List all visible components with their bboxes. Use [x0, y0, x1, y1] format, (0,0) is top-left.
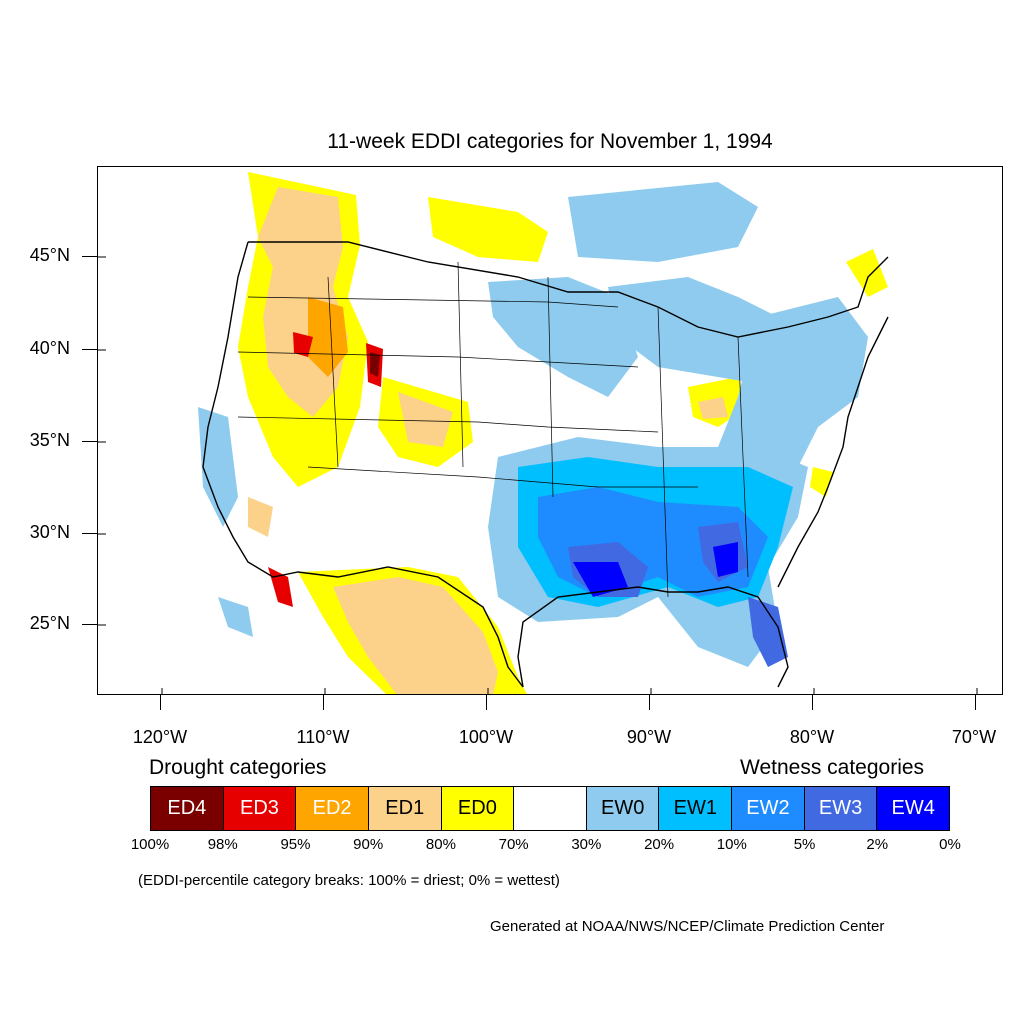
- legend-swatch-ed3: ED3: [223, 787, 297, 830]
- lat-tick: [82, 624, 97, 625]
- legend-swatch-neutral: [514, 787, 587, 830]
- lon-label: 120°W: [132, 727, 188, 747]
- legend-break-label: 2%: [866, 836, 889, 853]
- lon-tick: [649, 695, 650, 710]
- lon-tick: [486, 695, 487, 710]
- credit-line: Generated at NOAA/NWS/NCEP/Climate Predi…: [490, 918, 885, 935]
- wetness-heading: Wetness categories: [740, 756, 925, 779]
- legend-swatch-ew4: EW4: [877, 787, 950, 830]
- wetness-areas: [198, 182, 868, 667]
- lon-label: 110°W: [296, 727, 350, 747]
- legend-swatch-ew3: EW3: [804, 787, 878, 830]
- lat-label: 25°N: [29, 613, 70, 633]
- lon-tick: [975, 695, 976, 710]
- eddi-map: [97, 166, 1003, 695]
- lat-tick: [82, 533, 97, 534]
- drought-heading: Drought categories: [149, 756, 327, 779]
- lon-tick: [812, 695, 813, 710]
- legend-break-label: 90%: [353, 836, 384, 853]
- lat-tick: [82, 349, 97, 350]
- legend-swatch-ed1: ED1: [368, 787, 442, 830]
- legend-break-label: 30%: [571, 836, 602, 853]
- lon-label: 80°W: [789, 727, 835, 747]
- lat-label: 45°N: [29, 245, 70, 265]
- category-note: (EDDI-percentile category breaks: 100% =…: [138, 872, 560, 889]
- state-lines: [237, 261, 749, 598]
- legend-break-label: 100%: [130, 836, 170, 853]
- category-legend: ED4 ED3 ED2 ED1 ED0 EW0 EW1 EW2 EW3 EW4: [150, 786, 950, 831]
- lon-tick: [160, 695, 161, 710]
- lon-label: 70°W: [951, 727, 997, 747]
- legend-swatch-ew2: EW2: [732, 787, 805, 830]
- legend-swatch-ew0: EW0: [586, 787, 660, 830]
- lat-label: 40°N: [29, 338, 70, 358]
- lon-label: 100°W: [458, 727, 514, 747]
- legend-swatch-ed4: ED4: [151, 787, 224, 830]
- map-title: 11-week EDDI categories for November 1, …: [327, 130, 773, 153]
- lat-label: 30°N: [29, 522, 70, 542]
- lon-tick: [323, 695, 324, 710]
- legend-break-label: 98%: [207, 836, 238, 853]
- map-canvas: [98, 172, 978, 694]
- legend-break-label: 10%: [716, 836, 747, 853]
- lat-tick: [82, 441, 97, 442]
- legend-break-label: 80%: [425, 836, 456, 853]
- legend-break-label: 5%: [793, 836, 816, 853]
- legend-break-label: 70%: [498, 836, 529, 853]
- legend-break-label: 20%: [644, 836, 675, 853]
- legend-swatch-ed0: ED0: [441, 787, 515, 830]
- drought-areas: [238, 172, 888, 694]
- legend-swatch-ew1: EW1: [659, 787, 733, 830]
- lat-tick: [82, 256, 97, 257]
- legend-break-label: 95%: [280, 836, 311, 853]
- lon-label: 90°W: [626, 727, 672, 747]
- legend-swatch-ed2: ED2: [296, 787, 369, 830]
- legend-break-label: 0%: [939, 836, 961, 853]
- grid-ticks: [98, 256, 978, 694]
- lat-label: 35°N: [29, 430, 70, 450]
